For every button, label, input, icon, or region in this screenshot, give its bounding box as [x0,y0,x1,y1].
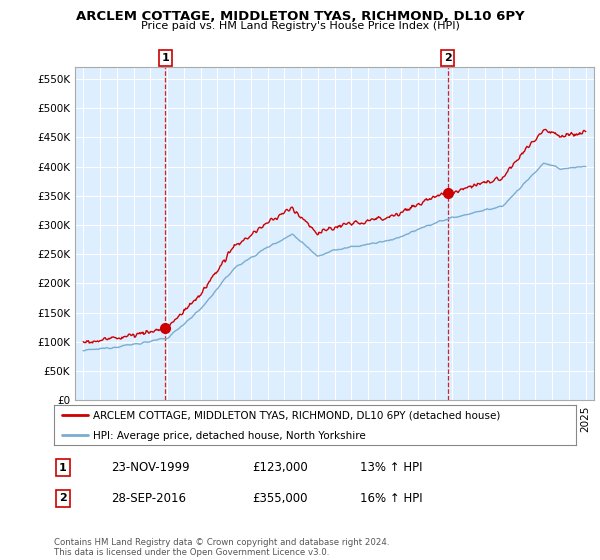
Text: 2: 2 [443,53,451,63]
Text: 23-NOV-1999: 23-NOV-1999 [111,461,190,474]
Text: 2: 2 [59,493,67,503]
Text: ARCLEM COTTAGE, MIDDLETON TYAS, RICHMOND, DL10 6PY (detached house): ARCLEM COTTAGE, MIDDLETON TYAS, RICHMOND… [93,411,500,421]
Text: 1: 1 [161,53,169,63]
Text: £355,000: £355,000 [252,492,308,505]
Text: ARCLEM COTTAGE, MIDDLETON TYAS, RICHMOND, DL10 6PY: ARCLEM COTTAGE, MIDDLETON TYAS, RICHMOND… [76,10,524,23]
Text: 1: 1 [59,463,67,473]
Text: 16% ↑ HPI: 16% ↑ HPI [360,492,422,505]
Text: 13% ↑ HPI: 13% ↑ HPI [360,461,422,474]
Text: £123,000: £123,000 [252,461,308,474]
Text: Contains HM Land Registry data © Crown copyright and database right 2024.
This d: Contains HM Land Registry data © Crown c… [54,538,389,557]
Text: Price paid vs. HM Land Registry's House Price Index (HPI): Price paid vs. HM Land Registry's House … [140,21,460,31]
Text: HPI: Average price, detached house, North Yorkshire: HPI: Average price, detached house, Nort… [93,431,366,441]
Text: 28-SEP-2016: 28-SEP-2016 [111,492,186,505]
